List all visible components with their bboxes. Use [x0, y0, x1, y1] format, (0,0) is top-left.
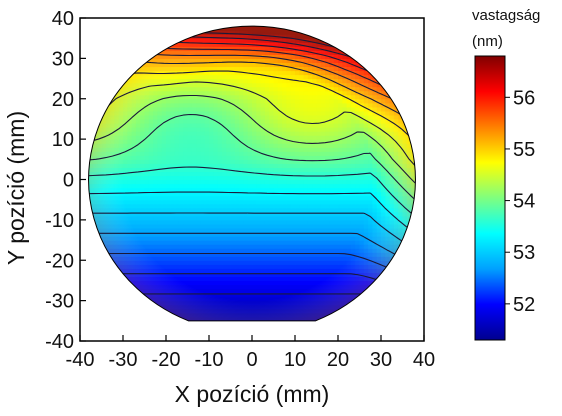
figure: -40 -30 -20 -10 0 10 20 30 40 403020100-10-20-30…	[3, 7, 540, 407]
